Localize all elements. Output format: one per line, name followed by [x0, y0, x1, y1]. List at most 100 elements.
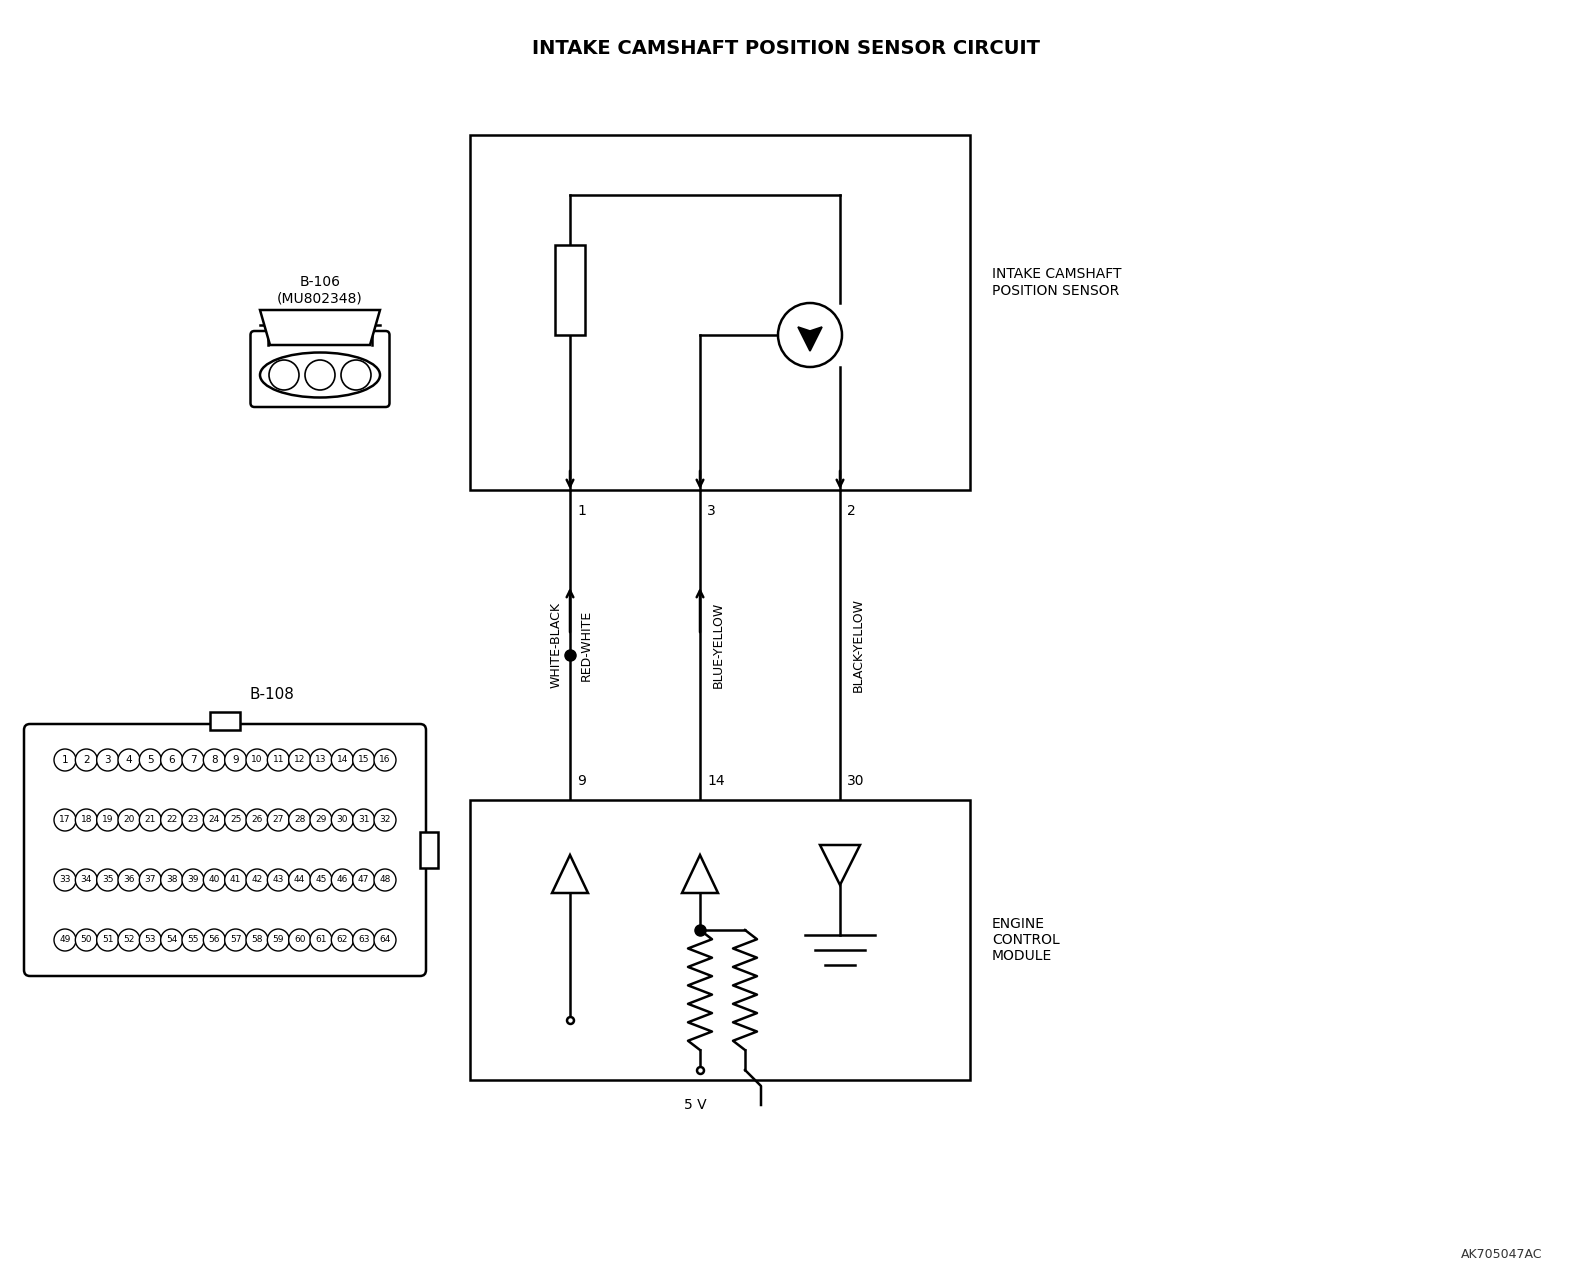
Circle shape — [225, 810, 247, 831]
Circle shape — [182, 929, 204, 951]
Text: 41: 41 — [230, 875, 242, 884]
Circle shape — [352, 869, 374, 892]
Text: 30: 30 — [847, 774, 865, 788]
Polygon shape — [799, 327, 822, 351]
Circle shape — [332, 929, 354, 951]
Text: 55: 55 — [187, 935, 198, 944]
Circle shape — [96, 929, 118, 951]
Circle shape — [75, 929, 97, 951]
Text: 5 V: 5 V — [684, 1098, 706, 1112]
Text: 13: 13 — [316, 756, 327, 765]
Circle shape — [332, 749, 354, 771]
Text: 51: 51 — [102, 935, 113, 944]
Circle shape — [53, 749, 75, 771]
Circle shape — [267, 749, 289, 771]
Circle shape — [140, 749, 162, 771]
Circle shape — [267, 869, 289, 892]
Circle shape — [53, 929, 75, 951]
Text: 2: 2 — [847, 503, 855, 518]
Text: 44: 44 — [294, 875, 305, 884]
Text: B-106
(MU802348): B-106 (MU802348) — [277, 275, 363, 305]
Circle shape — [118, 869, 140, 892]
Text: 36: 36 — [123, 875, 135, 884]
Circle shape — [75, 869, 97, 892]
Circle shape — [160, 749, 182, 771]
Text: 50: 50 — [80, 935, 93, 944]
Circle shape — [203, 929, 225, 951]
Circle shape — [96, 869, 118, 892]
Text: 26: 26 — [252, 816, 263, 825]
Bar — [211, 712, 241, 730]
Text: 37: 37 — [145, 875, 156, 884]
FancyBboxPatch shape — [250, 330, 390, 407]
Circle shape — [203, 869, 225, 892]
Circle shape — [140, 810, 162, 831]
Text: 24: 24 — [209, 816, 220, 825]
Text: RED-WHITE: RED-WHITE — [580, 610, 593, 680]
Text: 34: 34 — [80, 875, 93, 884]
Text: 12: 12 — [294, 756, 305, 765]
Text: 2: 2 — [83, 755, 90, 765]
Text: 64: 64 — [379, 935, 391, 944]
Circle shape — [96, 749, 118, 771]
Text: 9: 9 — [577, 774, 586, 788]
Circle shape — [140, 929, 162, 951]
Circle shape — [267, 929, 289, 951]
Text: 35: 35 — [102, 875, 113, 884]
Circle shape — [352, 749, 374, 771]
Text: 40: 40 — [209, 875, 220, 884]
Circle shape — [305, 360, 335, 389]
Text: 14: 14 — [707, 774, 725, 788]
Text: 30: 30 — [336, 816, 347, 825]
Text: 22: 22 — [167, 816, 178, 825]
Text: 56: 56 — [209, 935, 220, 944]
Circle shape — [53, 810, 75, 831]
Text: 6: 6 — [168, 755, 174, 765]
Text: 28: 28 — [294, 816, 305, 825]
Bar — [420, 831, 439, 869]
Text: B-108: B-108 — [250, 687, 294, 702]
Text: 52: 52 — [123, 935, 135, 944]
Circle shape — [352, 929, 374, 951]
Bar — [555, 245, 585, 336]
Text: 48: 48 — [379, 875, 391, 884]
Circle shape — [289, 749, 311, 771]
Circle shape — [778, 304, 843, 366]
Circle shape — [140, 869, 162, 892]
Text: ENGINE
CONTROL
MODULE: ENGINE CONTROL MODULE — [992, 917, 1060, 963]
Polygon shape — [821, 845, 860, 885]
Circle shape — [352, 810, 374, 831]
Circle shape — [225, 749, 247, 771]
Text: 31: 31 — [358, 816, 369, 825]
Circle shape — [310, 869, 332, 892]
Text: 53: 53 — [145, 935, 156, 944]
Circle shape — [118, 810, 140, 831]
Text: 61: 61 — [316, 935, 327, 944]
Polygon shape — [552, 854, 588, 893]
Text: 57: 57 — [230, 935, 242, 944]
Circle shape — [182, 810, 204, 831]
Circle shape — [225, 929, 247, 951]
Text: 32: 32 — [379, 816, 391, 825]
Text: 63: 63 — [358, 935, 369, 944]
Text: 8: 8 — [211, 755, 217, 765]
Text: 42: 42 — [252, 875, 263, 884]
Text: 60: 60 — [294, 935, 305, 944]
Text: INTAKE CAMSHAFT POSITION SENSOR CIRCUIT: INTAKE CAMSHAFT POSITION SENSOR CIRCUIT — [531, 38, 1041, 58]
Text: 14: 14 — [336, 756, 347, 765]
Circle shape — [289, 869, 311, 892]
Circle shape — [269, 360, 299, 389]
Text: 1: 1 — [61, 755, 68, 765]
Text: 43: 43 — [272, 875, 285, 884]
Circle shape — [53, 869, 75, 892]
Circle shape — [332, 869, 354, 892]
Circle shape — [203, 810, 225, 831]
Text: 7: 7 — [190, 755, 196, 765]
Text: 21: 21 — [145, 816, 156, 825]
Text: 18: 18 — [80, 816, 93, 825]
Text: 9: 9 — [233, 755, 239, 765]
Ellipse shape — [259, 352, 380, 397]
FancyBboxPatch shape — [24, 724, 426, 976]
Circle shape — [245, 810, 267, 831]
Text: 15: 15 — [358, 756, 369, 765]
